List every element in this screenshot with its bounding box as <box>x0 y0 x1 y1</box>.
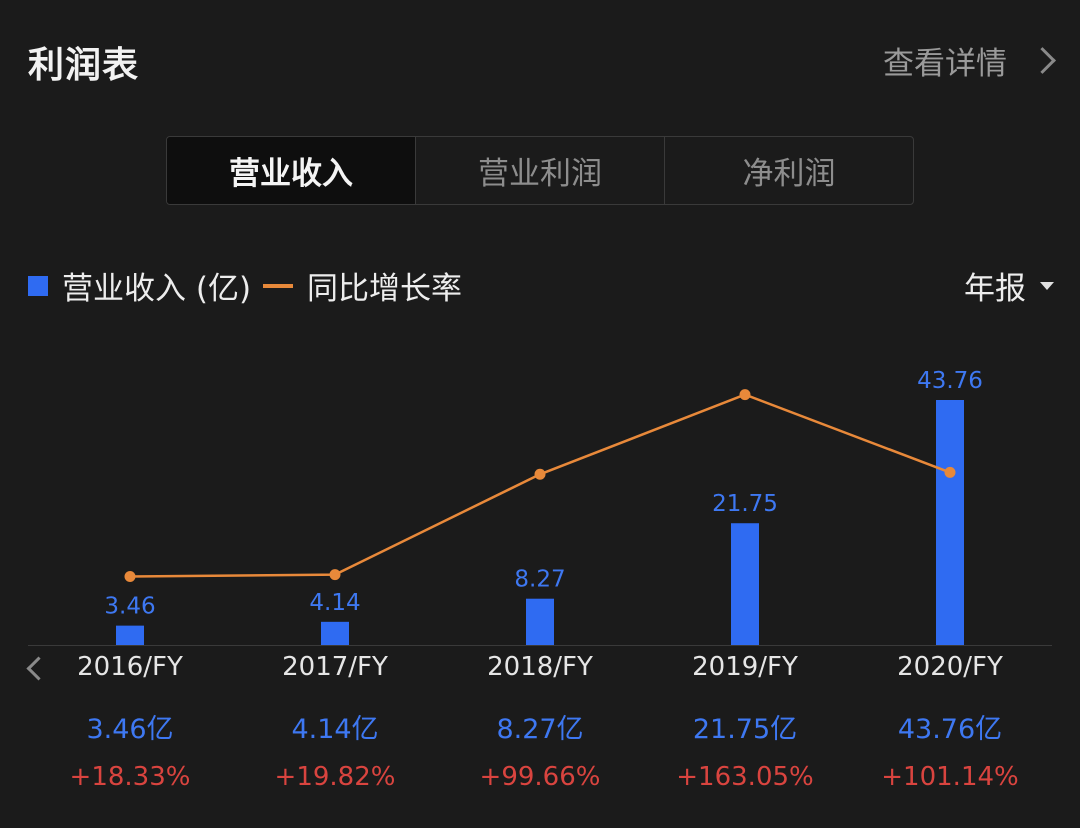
growth-rate-row: +18.33% +19.82% +99.66% +163.05% +101.14… <box>0 762 1080 802</box>
year-label: 2017/FY <box>282 652 388 682</box>
growth-rate-line <box>129 393 951 578</box>
bar-value-label: 21.75 <box>712 491 778 517</box>
growth-rate-value: +19.82% <box>274 762 396 792</box>
bar-value-label: 43.76 <box>917 368 983 394</box>
growth-rate-point <box>739 389 751 401</box>
view-details-link[interactable]: 查看详情 <box>883 38 1056 83</box>
growth-rate-point <box>534 468 546 480</box>
year-label: 2020/FY <box>897 652 1003 682</box>
bar-value-label: 8.27 <box>514 567 565 593</box>
revenue-value-row: 3.46亿 4.14亿 8.27亿 21.75亿 43.76亿 <box>0 707 1080 747</box>
growth-rate-point <box>944 466 956 478</box>
revenue-value: 43.76亿 <box>897 714 1003 745</box>
view-details-label: 查看详情 <box>883 46 1007 82</box>
revenue-value: 3.46亿 <box>86 714 174 745</box>
growth-rate-value: +163.05% <box>676 762 814 792</box>
year-label: 2018/FY <box>487 652 593 682</box>
tab-operating-profit[interactable]: 营业利润 <box>416 137 665 204</box>
revenue-value: 4.14亿 <box>291 714 379 745</box>
period-selector[interactable]: 年报 <box>964 263 1054 308</box>
growth-rate-point <box>329 569 341 581</box>
legend-line-swatch <box>263 283 294 288</box>
bar-value-label: 3.46 <box>104 594 155 620</box>
chart-legend: 营业收入 (亿) 同比增长率 <box>28 263 462 308</box>
year-label: 2016/FY <box>77 652 183 682</box>
caret-down-icon <box>1040 281 1054 290</box>
revenue-bar <box>731 523 759 645</box>
tab-net-profit[interactable]: 净利润 <box>742 156 836 192</box>
tab-revenue[interactable]: 营业收入 <box>167 137 416 204</box>
growth-rate-value: +101.14% <box>881 762 1019 792</box>
revenue-value: 8.27亿 <box>496 714 584 745</box>
page-title: 利润表 <box>28 45 140 86</box>
growth-rate-value: +99.66% <box>479 762 601 792</box>
legend-bar-label: 营业收入 (亿) <box>62 271 252 307</box>
legend-line-label: 同比增长率 <box>307 271 463 307</box>
revenue-bar <box>526 598 554 645</box>
revenue-value: 21.75亿 <box>692 714 798 745</box>
year-row: 2016/FY 2017/FY 2018/FY 2019/FY 2020/FY <box>0 652 1080 692</box>
revenue-bar <box>936 400 964 645</box>
legend-bar-swatch <box>28 275 48 296</box>
metric-tabs: 营业收入 营业利润 净利润 <box>166 136 914 205</box>
growth-rate-value: +18.33% <box>69 762 191 792</box>
bar-value-label: 4.14 <box>309 590 360 616</box>
header: 利润表 查看详情 <box>0 0 1080 120</box>
year-label: 2019/FY <box>692 652 798 682</box>
revenue-bar <box>116 625 144 645</box>
revenue-bar <box>321 621 349 645</box>
growth-rate-point <box>124 570 136 582</box>
period-selector-label: 年报 <box>964 271 1026 307</box>
